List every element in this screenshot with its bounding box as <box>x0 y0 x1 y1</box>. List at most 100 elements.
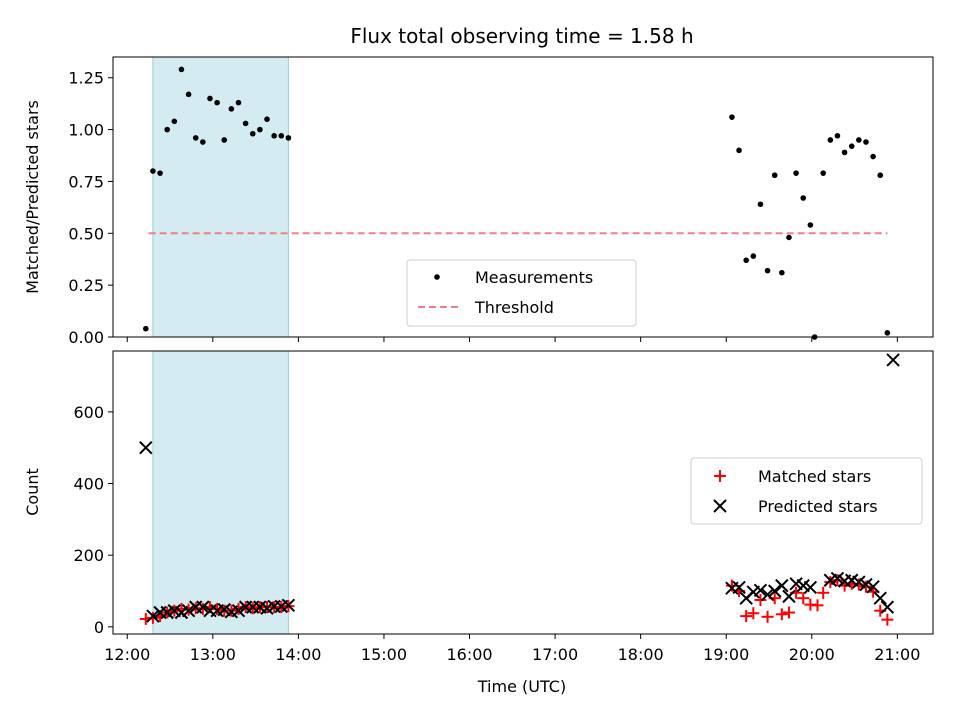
predicted-star-point <box>775 578 789 593</box>
chart-title: Flux total observing time = 1.58 h <box>350 24 693 48</box>
measurement-point <box>807 222 814 228</box>
top-y-axis-label: Matched/Predicted stars <box>23 100 42 294</box>
predicted-star-point <box>281 598 296 613</box>
x-axis-label: Time (UTC) <box>477 677 566 696</box>
measurement-point <box>214 99 220 106</box>
top-ratio-panel: 0.00 0.25 0.50 0.75 1.00 1.25 <box>68 56 934 347</box>
panel-frame <box>112 350 934 635</box>
matched-star-point <box>817 586 830 599</box>
y-tick-label: 0 <box>94 618 104 637</box>
x-b <box>852 575 866 589</box>
predicted-star-point <box>732 580 746 595</box>
measurement-point <box>185 91 192 98</box>
y-tick-label: 0.75 <box>68 172 104 191</box>
measurement-point <box>271 133 277 139</box>
measurement-point <box>278 133 285 139</box>
measurement-point <box>786 234 792 241</box>
y-tick-label: 0.50 <box>68 224 104 243</box>
measurement-point <box>221 137 228 143</box>
x-tick-label: 15:00 <box>361 645 407 664</box>
bottom-count-panel: 0 200 400 600 12:00 13:00 14:00 15:00 16:00 17:00… <box>73 350 934 664</box>
y-tick-label: 400 <box>73 475 104 494</box>
x-b <box>880 600 895 614</box>
x-b <box>146 609 160 623</box>
matched-star-point <box>740 610 753 623</box>
predicted-star-point <box>866 580 880 594</box>
observing-window-span <box>152 350 289 635</box>
predicted-star-point <box>196 600 210 614</box>
measurement-point <box>884 330 891 336</box>
legend-predicted-marker <box>713 499 727 513</box>
legend-measurements-marker <box>434 274 440 280</box>
measurement-point <box>779 269 785 276</box>
measurement-point <box>235 99 242 106</box>
matched-star-point <box>782 606 795 619</box>
predicted-star-point <box>803 580 818 595</box>
x-b <box>886 353 900 367</box>
x-b <box>796 578 810 593</box>
predicted-star-point <box>782 589 796 604</box>
measurement-point <box>793 170 799 176</box>
measurement-point <box>863 139 869 145</box>
measurement-point <box>171 118 178 125</box>
measurement-point <box>877 172 884 179</box>
measurement-point <box>242 120 249 127</box>
matched-star-point <box>881 613 894 626</box>
y-tick-label: 1.00 <box>68 121 104 140</box>
predicted-star-point <box>146 609 160 623</box>
y-tick-label: 200 <box>73 546 104 565</box>
measurement-point <box>285 135 292 141</box>
predicted-star-point <box>886 353 900 367</box>
x-b <box>803 580 818 595</box>
measurement-point <box>743 257 749 264</box>
x-b <box>281 598 296 613</box>
x-tick-label: 14:00 <box>275 645 321 664</box>
measurement-point <box>729 114 735 120</box>
measurement-point <box>800 195 807 201</box>
measurement-point <box>178 66 185 73</box>
y-tick-label: 0.25 <box>68 276 104 295</box>
predicted-star-point <box>830 571 845 586</box>
matched-star-point <box>797 592 810 605</box>
legend-threshold-label: Threshold <box>474 298 554 317</box>
measurement-point <box>736 147 742 154</box>
measurement-point <box>150 168 156 174</box>
x-b <box>859 577 873 592</box>
measurement-point <box>143 325 149 332</box>
measurement-point <box>827 137 834 143</box>
x-tick-label: 20:00 <box>789 645 835 664</box>
matched-star-point <box>761 610 774 623</box>
legend-matched-marker <box>714 470 726 482</box>
x-b <box>253 600 267 614</box>
bottom-y-axis-label: Count <box>23 468 42 516</box>
x-tick-label: 21:00 <box>874 645 920 664</box>
x-b <box>181 604 196 618</box>
measurement-point <box>249 130 256 137</box>
measurement-point <box>200 139 206 145</box>
measurement-point <box>750 253 757 259</box>
x-b <box>830 571 845 586</box>
x-tick-label: 16:00 <box>446 645 492 664</box>
measurement-point <box>192 135 199 141</box>
measurement-point <box>771 172 778 179</box>
measurement-point <box>841 149 848 156</box>
predicted-star-point <box>753 583 768 598</box>
legend-matched-label: Matched stars <box>758 467 871 486</box>
measurement-point <box>856 137 862 143</box>
top-legend: Measurements Threshold <box>406 259 637 327</box>
measurement-point <box>848 143 855 149</box>
matched-star-point <box>859 580 872 593</box>
x-b <box>760 587 775 602</box>
x-b <box>873 591 887 605</box>
measurement-point <box>834 133 841 139</box>
matched-star-point <box>775 608 788 621</box>
measurement-point <box>157 170 163 176</box>
predicted-star-point <box>767 584 782 598</box>
predicted-star-point <box>852 575 866 589</box>
predicted-star-point <box>873 591 887 605</box>
measurement-point <box>757 201 764 208</box>
top-legend-box <box>406 259 637 327</box>
bottom-legend-box <box>690 457 923 525</box>
